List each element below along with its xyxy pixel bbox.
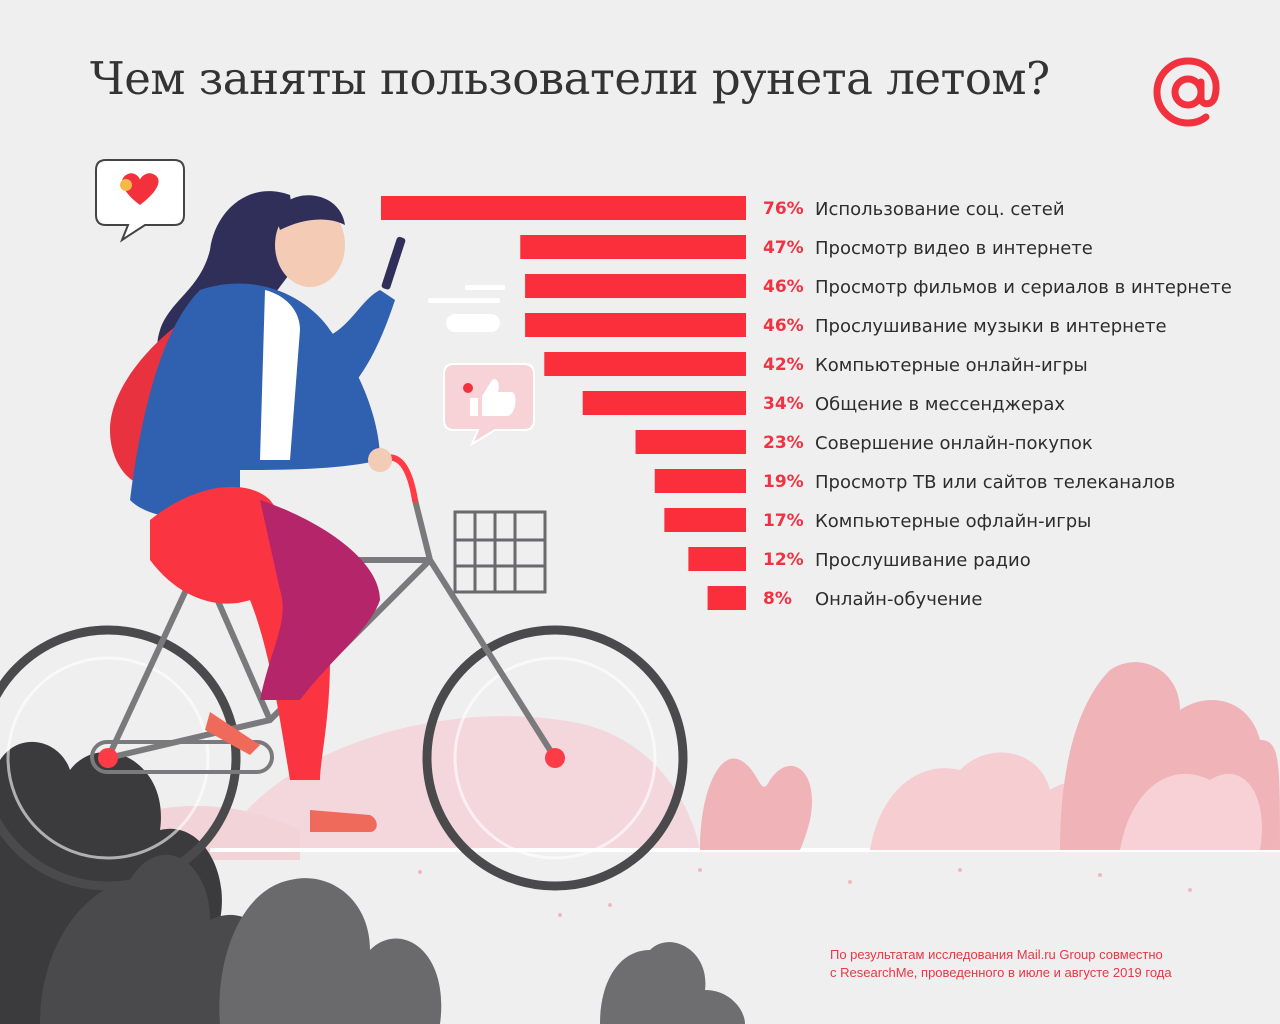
rider: [110, 191, 406, 832]
percent-label-4: 46%: [763, 316, 804, 336]
bar-1: [381, 196, 746, 220]
hub-front: [545, 748, 565, 768]
category-labels: Использование соц. сетей Просмотр видео в…: [815, 199, 1232, 610]
category-label-4: Прослушивание музыки в интернете: [815, 316, 1167, 337]
percent-label-3: 46%: [763, 277, 804, 297]
category-label-7: Совершение онлайн-покупок: [815, 433, 1093, 454]
category-label-5: Компьютерные онлайн-игры: [815, 355, 1088, 376]
bar-5: [544, 352, 746, 376]
percent-label-2: 47%: [763, 238, 804, 258]
motion-lines: [428, 285, 505, 332]
bar-10: [688, 547, 746, 571]
percent-labels: 76% 47% 46% 46% 42% 34% 23% 19% 17% 12% 8%: [763, 199, 804, 609]
bar-4: [525, 313, 746, 337]
page-title: Чем заняты пользователи рунета летом?: [90, 52, 1050, 105]
percent-label-7: 23%: [763, 433, 804, 453]
source-footnote-line1: По результатам исследования Mail.ru Grou…: [830, 947, 1163, 962]
source-footnote-line2: с ResearchMe, проведенного в июле и авгу…: [830, 965, 1172, 980]
category-label-6: Общение в мессенджерах: [815, 394, 1065, 415]
heart-bubble-icon: [95, 159, 185, 243]
percent-label-9: 17%: [763, 511, 804, 531]
percent-label-6: 34%: [763, 394, 804, 414]
bar-8: [654, 469, 746, 493]
percent-label-1: 76%: [763, 199, 804, 219]
hub-rear: [98, 748, 118, 768]
category-label-11: Онлайн-обучение: [815, 589, 982, 610]
at-sign-icon: [1153, 57, 1220, 127]
pink-bushes: [700, 662, 1280, 850]
percent-label-10: 12%: [763, 550, 804, 570]
like-bubble-icon: [443, 363, 535, 447]
bar-11: [707, 586, 746, 610]
category-label-10: Прослушивание радио: [815, 550, 1031, 571]
category-label-2: Просмотр видео в интернете: [815, 238, 1093, 259]
category-label-1: Использование соц. сетей: [815, 199, 1065, 220]
bicycle: [0, 454, 688, 891]
bar-6: [582, 391, 746, 415]
category-label-8: Просмотр ТВ или сайтов телеканалов: [815, 472, 1175, 493]
percent-label-8: 19%: [763, 472, 804, 492]
bars: [381, 196, 746, 610]
category-label-3: Просмотр фильмов и сериалов в интернете: [815, 277, 1232, 298]
bar-9: [664, 508, 746, 532]
bar-3: [525, 274, 746, 298]
bar-2: [520, 235, 746, 259]
category-label-9: Компьютерные офлайн-игры: [815, 511, 1091, 532]
percent-label-11: 8%: [763, 589, 792, 609]
percent-label-5: 42%: [763, 355, 804, 375]
source-footnote: По результатам исследования Mail.ru Grou…: [830, 946, 1250, 982]
bar-7: [635, 430, 746, 454]
